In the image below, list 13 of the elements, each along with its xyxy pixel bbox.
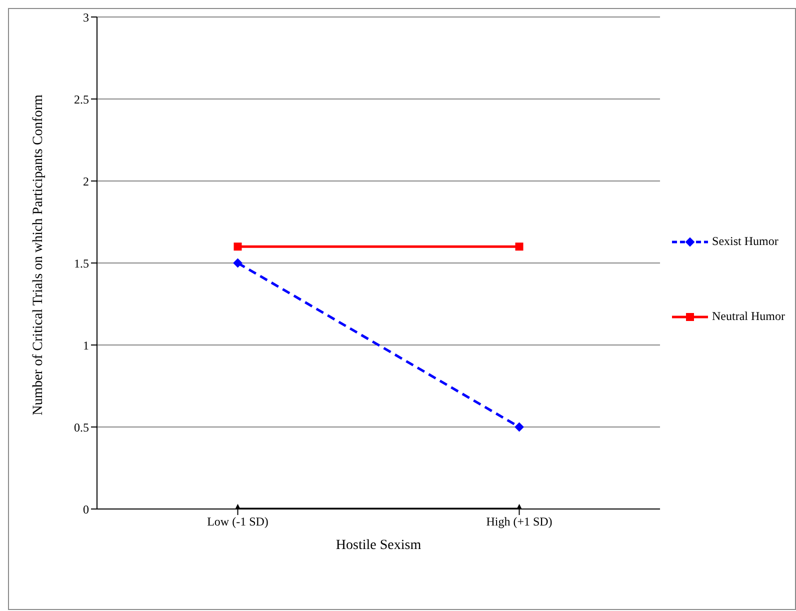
legend-label: Neutral Humor (712, 309, 785, 324)
y-tick-label: 0.5 (74, 420, 89, 434)
x-tick-label: Low (-1 SD) (207, 514, 268, 529)
y-tick-label: 2.5 (74, 92, 89, 106)
y-tick-label: 1.5 (74, 256, 89, 270)
y-tick-label: 0 (83, 502, 89, 516)
y-tick-label: 3 (83, 10, 89, 24)
x-axis-title: Hostile Sexism (336, 538, 422, 553)
y-tick-label: 2 (83, 174, 89, 188)
x-tick-label: High (+1 SD) (486, 514, 552, 529)
y-axis-title: Number of Critical Trials on which Participants Conform (31, 94, 47, 418)
y-tick-label: 1 (83, 338, 89, 352)
legend-label: Sexist Humor (712, 234, 778, 249)
